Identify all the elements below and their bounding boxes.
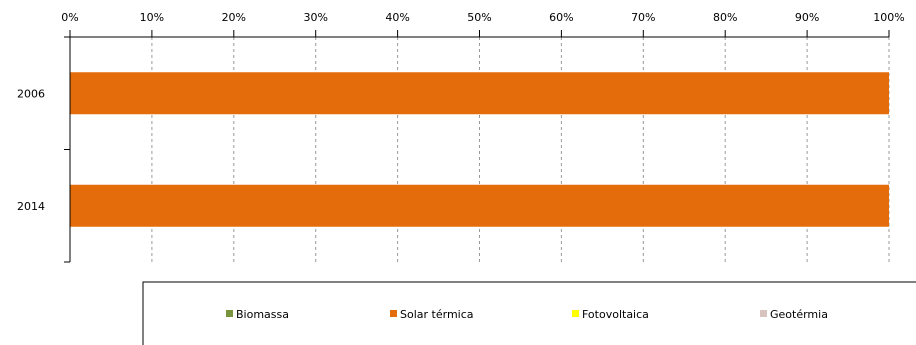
x-tick-label: 80% <box>713 11 737 24</box>
x-tick-label: 0% <box>61 11 78 24</box>
legend-swatch <box>226 310 233 317</box>
bar-2014-solar-térmica <box>70 184 889 227</box>
legend-swatch <box>760 310 767 317</box>
x-tick-label: 100% <box>873 11 904 24</box>
x-tick-labels: 0% 10% 20% 30% 40% 50% 60% 70% 80% 90% 100% <box>61 11 904 24</box>
x-tick-label: 40% <box>385 11 409 24</box>
legend-label: Geotérmia <box>770 308 828 321</box>
legend: Biomassa Solar térmica Fotovoltaica Geotérm… <box>142 281 916 345</box>
x-tick-label: 60% <box>549 11 573 24</box>
category-label: 2006 <box>17 87 45 100</box>
x-tick-label: 30% <box>303 11 327 24</box>
bars <box>70 72 889 227</box>
legend-label: Solar térmica <box>400 308 474 321</box>
legend-box <box>142 281 916 345</box>
legend-swatch <box>390 310 397 317</box>
x-tick-label: 70% <box>631 11 655 24</box>
x-tick-label: 90% <box>795 11 819 24</box>
legend-label: Biomassa <box>236 308 289 321</box>
bar-2006-solar-térmica <box>70 72 889 115</box>
x-tick-label: 10% <box>140 11 164 24</box>
category-labels: 2006 2014 <box>17 87 45 213</box>
x-tick-label: 20% <box>222 11 246 24</box>
x-tick-label: 50% <box>467 11 491 24</box>
legend-swatch <box>572 310 579 317</box>
axes <box>64 30 890 263</box>
category-label: 2014 <box>17 200 45 213</box>
gridlines <box>151 37 890 262</box>
legend-label: Fotovoltaica <box>582 308 649 321</box>
